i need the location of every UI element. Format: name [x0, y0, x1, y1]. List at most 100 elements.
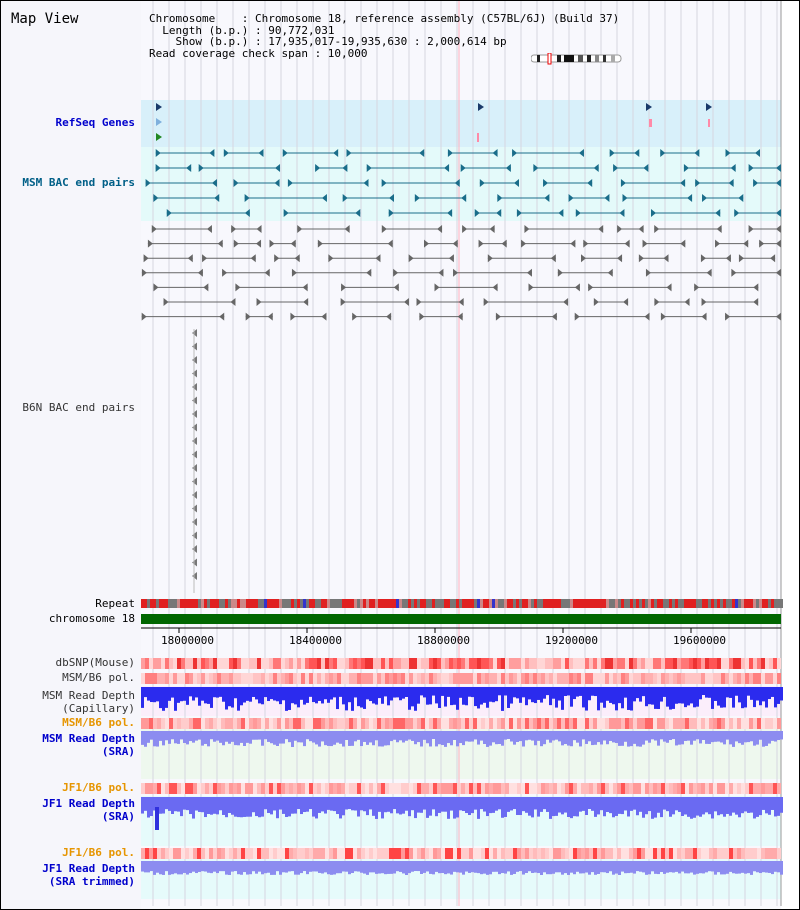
bac-end-marker — [776, 164, 781, 172]
heat-cell — [481, 673, 485, 684]
heat-cell — [289, 783, 293, 794]
track-label-msm-depth-sra[interactable]: MSM Read Depth (SRA) — [5, 732, 135, 758]
repeat-segment — [276, 599, 279, 608]
heat-cell — [205, 673, 209, 684]
heat-cell — [705, 783, 709, 794]
heat-cell — [193, 848, 197, 859]
heat-cell — [457, 718, 461, 729]
chromosome-ideogram[interactable] — [531, 53, 623, 65]
depth-bar — [609, 797, 612, 814]
heat-cell — [777, 673, 781, 684]
repeat-segment — [702, 599, 705, 608]
depth-bar — [198, 687, 201, 706]
track-label-msm-bac[interactable]: MSM BAC end pairs — [22, 176, 135, 189]
depth-bar — [186, 687, 189, 705]
heat-cell — [469, 718, 473, 729]
depth-bar — [402, 797, 405, 814]
track-label-repeat[interactable]: Repeat — [95, 597, 135, 610]
depth-bar — [333, 797, 336, 812]
depth-bar — [321, 731, 324, 742]
track-label-chromosome[interactable]: chromosome 18 — [48, 612, 135, 625]
depth-bar — [648, 797, 651, 812]
heat-cell — [617, 783, 621, 794]
depth-bar — [660, 797, 663, 818]
depth-bar — [576, 687, 579, 697]
heat-cell — [653, 783, 657, 794]
track-label-jf1-b6-pol-2[interactable]: JF1/B6 pol. — [62, 846, 135, 859]
depth-bar — [519, 797, 522, 816]
bac-end-marker — [731, 268, 737, 277]
bac-end-marker — [512, 149, 518, 157]
heat-cell — [305, 658, 309, 669]
depth-bar — [588, 797, 591, 810]
repeat-segment — [723, 599, 726, 608]
heat-cell — [265, 658, 269, 669]
repeat-segment — [444, 599, 447, 608]
depth-bar — [645, 797, 648, 815]
heat-cell — [477, 673, 481, 684]
track-label-msm-b6-pol-sra[interactable]: MSM/B6 pol. — [62, 716, 135, 729]
track-label-msm-depth-capillary[interactable]: MSM Read Depth (Capillary) — [5, 689, 135, 715]
heat-cell — [413, 848, 417, 859]
heat-cell — [305, 848, 309, 859]
depth-bar — [348, 861, 351, 875]
depth-bar — [216, 731, 219, 741]
depth-bar — [318, 861, 321, 873]
depth-bar — [693, 731, 696, 741]
track-label-jf1-depth-sra[interactable]: JF1 Read Depth (SRA) — [5, 797, 135, 823]
depth-bar — [528, 797, 531, 816]
bac-end-marker — [217, 239, 223, 248]
track-label-refseq[interactable]: RefSeq Genes — [55, 116, 135, 129]
heat-cell — [273, 848, 277, 859]
heat-cell — [361, 783, 365, 794]
depth-bar — [189, 731, 192, 742]
repeat-segment — [585, 599, 588, 608]
repeat-segment — [708, 599, 711, 608]
heat-cell — [737, 848, 741, 859]
bac-end-marker — [235, 283, 241, 292]
track-label-dbsnp[interactable]: dbSNP(Mouse) — [55, 656, 135, 669]
depth-bar — [459, 731, 462, 744]
track-label-b6n-bac[interactable]: B6N BAC end pairs — [22, 401, 135, 414]
depth-bar — [780, 687, 783, 701]
track-label-jf1-depth-trimmed[interactable]: JF1 Read Depth (SRA trimmed) — [5, 862, 135, 888]
heat-cell — [525, 673, 529, 684]
depth-bar — [753, 797, 756, 819]
heat-cell — [421, 848, 425, 859]
msm-bac-track-bg — [141, 147, 781, 221]
depth-bar — [279, 797, 282, 810]
coverage-span: Read coverage check span : 10,000 — [149, 46, 368, 60]
depth-bar — [735, 687, 738, 696]
heat-cell — [289, 718, 293, 729]
chromosome-key: Chromosome — [149, 12, 216, 25]
depth-bar — [324, 687, 327, 700]
depth-bar — [399, 731, 402, 741]
heat-cell — [645, 848, 649, 859]
heat-cell — [309, 783, 313, 794]
depth-bar — [390, 861, 393, 874]
depth-bar — [573, 861, 576, 875]
depth-bar — [267, 797, 270, 814]
depth-bar — [714, 731, 717, 742]
repeat-segment — [684, 599, 687, 608]
repeat-segment — [498, 599, 501, 608]
repeat-segment — [501, 599, 504, 608]
repeat-segment — [546, 599, 549, 608]
heat-cell — [681, 783, 685, 794]
depth-bar — [525, 731, 528, 741]
bac-end-marker — [701, 312, 707, 321]
heat-cell — [481, 848, 485, 859]
track-label-jf1-b6-pol[interactable]: JF1/B6 pol. — [62, 781, 135, 794]
bac-end-marker — [393, 283, 399, 292]
depth-bar — [768, 861, 771, 873]
track-label-msm-b6-pol[interactable]: MSM/B6 pol. — [62, 671, 135, 684]
depth-bar — [672, 687, 675, 709]
repeat-segment — [270, 599, 273, 608]
heat-cell — [521, 783, 525, 794]
heat-cell — [649, 848, 653, 859]
heat-cell — [145, 673, 149, 684]
heat-cell — [577, 783, 581, 794]
heat-cell — [173, 673, 177, 684]
heat-cell — [321, 848, 325, 859]
